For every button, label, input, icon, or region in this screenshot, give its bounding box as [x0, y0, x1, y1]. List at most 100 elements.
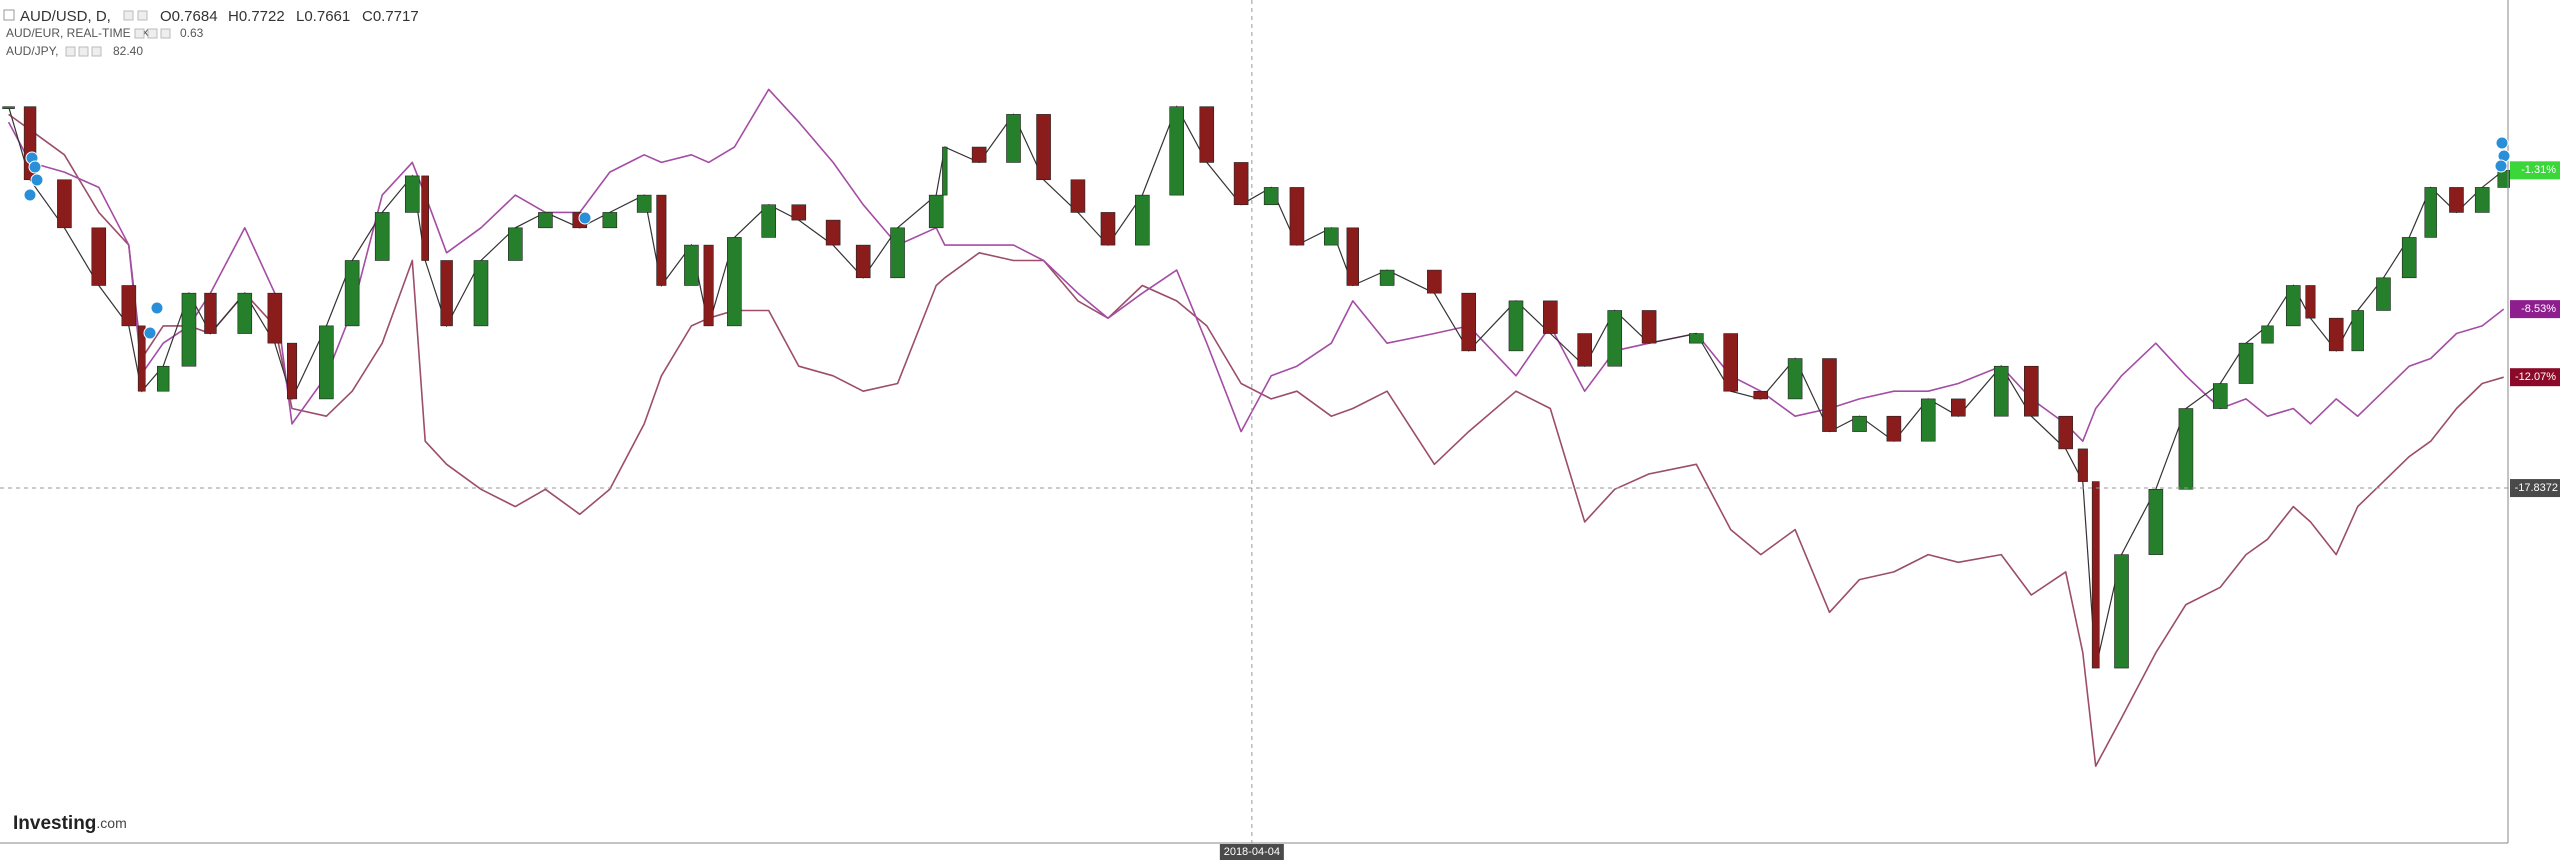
candle [421, 175, 430, 261]
candle [1289, 187, 1305, 246]
logo-brand: Investing.com [13, 813, 127, 834]
candle [1199, 106, 1215, 163]
candle [928, 194, 944, 229]
legend-ohlc: L0.7661 [296, 8, 350, 25]
series-line [8, 113, 2504, 767]
candle [1787, 358, 1803, 400]
crosshair-y-box [2510, 479, 2560, 498]
candle [1753, 390, 1769, 400]
event-marker [23, 188, 37, 202]
candle [1723, 333, 1738, 392]
candle [1508, 300, 1524, 352]
event-marker [150, 301, 164, 315]
logo: Investing.com [13, 813, 127, 834]
candle [1993, 365, 2009, 417]
legend-button[interactable] [91, 46, 102, 57]
candle [1070, 179, 1086, 213]
candle [2261, 325, 2274, 344]
candle [2351, 310, 2364, 352]
event-markers [23, 136, 2511, 340]
candle [204, 292, 217, 334]
legend-name: AUD/JPY, [6, 44, 58, 58]
legend-button[interactable] [160, 28, 171, 39]
candle [2148, 488, 2164, 555]
candle [287, 342, 298, 400]
candle [538, 212, 553, 229]
candle [2328, 317, 2344, 352]
candle [267, 292, 283, 344]
candle [2401, 237, 2417, 279]
candle [1689, 333, 1704, 344]
crosshair-x-box [1219, 844, 1284, 860]
candle [2114, 554, 2129, 669]
candle [2058, 415, 2073, 450]
candle [2474, 187, 2490, 213]
candle [727, 237, 742, 327]
candle [1852, 415, 1867, 432]
legend-button[interactable] [134, 28, 145, 39]
candle [2077, 448, 2088, 482]
candle [1324, 227, 1339, 246]
candle [656, 194, 667, 286]
legend-button[interactable] [65, 46, 76, 57]
candle [181, 292, 197, 367]
event-marker [143, 326, 157, 340]
legend-ohlc: H0.7722 [228, 8, 285, 25]
price-label-box [2510, 300, 2560, 319]
candle [1135, 194, 1150, 246]
candle [1920, 398, 1936, 442]
candle [2285, 285, 2301, 327]
candle [344, 260, 360, 327]
candle [2212, 383, 2228, 409]
candle [374, 212, 390, 261]
overlay [0, 0, 2508, 843]
candle [825, 219, 841, 246]
event-marker [28, 160, 42, 174]
legend-button[interactable] [137, 10, 148, 21]
candle [440, 260, 453, 327]
candle [137, 325, 146, 392]
candle [1263, 187, 1279, 206]
candle [23, 106, 37, 181]
legend-name: AUD/EUR, REAL-TIME FX [6, 26, 149, 40]
crosshair-x-label: 2018-04-04 [1224, 846, 1280, 858]
candle [971, 146, 987, 163]
candle [156, 365, 170, 392]
event-marker [2495, 136, 2509, 150]
candle [2424, 187, 2437, 238]
candle [684, 244, 699, 286]
candle [1886, 415, 1902, 442]
candle [1577, 333, 1592, 367]
candle [602, 212, 618, 229]
candle [636, 194, 652, 213]
candle [1951, 398, 1966, 417]
legend-quote: 82.40 [113, 44, 143, 58]
plot [2, 88, 2510, 767]
candle [473, 260, 489, 327]
candle [1100, 212, 1116, 246]
candle [1036, 114, 1051, 181]
price-label-box [2510, 368, 2560, 387]
legend-ohlc: O0.7684 [160, 8, 218, 25]
legend-button[interactable] [147, 28, 158, 39]
candle [2238, 342, 2254, 384]
price-label: -1.31% [2521, 164, 2556, 176]
candle [404, 175, 420, 213]
price-label-box [2510, 161, 2560, 180]
candle [942, 146, 948, 196]
legend-name: AUD/USD, D, [20, 8, 111, 25]
logo-suffix: .com [96, 815, 126, 831]
legend-button[interactable] [123, 10, 134, 21]
axes: -1.31% -8.53% -12.07% 2018-04-04 -17.8372 [1219, 161, 2560, 860]
legend-icon [3, 9, 15, 21]
legend-button[interactable] [78, 46, 89, 57]
crosshair-y-label: -17.8372 [2515, 482, 2558, 494]
series-line [7, 88, 2505, 442]
candle [1461, 292, 1477, 352]
candle [1822, 358, 1837, 432]
candle [2376, 277, 2391, 311]
candle [2024, 365, 2039, 417]
legend: AUD/USD, D, O0.7684 H0.7722 L0.7661 C0.7… [3, 8, 419, 58]
